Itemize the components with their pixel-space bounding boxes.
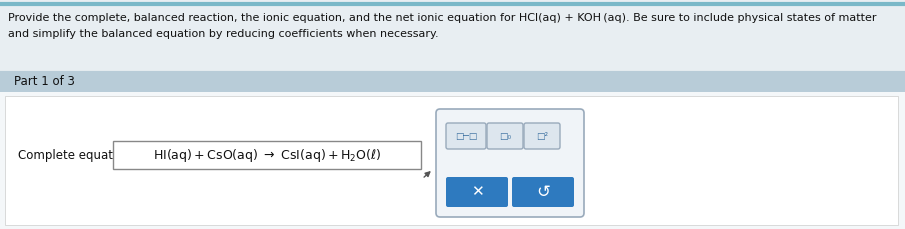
Text: Complete equation:: Complete equation: [18,148,135,161]
FancyBboxPatch shape [0,71,905,92]
FancyBboxPatch shape [0,0,905,71]
FancyBboxPatch shape [446,177,508,207]
Text: Part 1 of 3: Part 1 of 3 [14,75,75,88]
FancyBboxPatch shape [446,123,486,149]
FancyBboxPatch shape [113,141,421,169]
Text: ✕: ✕ [471,185,483,199]
Text: □₀: □₀ [499,131,511,141]
FancyBboxPatch shape [436,109,584,217]
Text: $\mathrm{HI(aq) + CsO(aq)\ \rightarrow\ CsI(aq) + H_2O(\ell)}$: $\mathrm{HI(aq) + CsO(aq)\ \rightarrow\ … [153,147,381,164]
Text: □²: □² [536,131,548,141]
Text: □─□: □─□ [455,131,477,141]
FancyBboxPatch shape [512,177,574,207]
FancyBboxPatch shape [524,123,560,149]
FancyBboxPatch shape [487,123,523,149]
Text: ↺: ↺ [536,183,550,201]
Text: and simplify the balanced equation by reducing coefficients when necessary.: and simplify the balanced equation by re… [8,29,439,39]
FancyBboxPatch shape [0,92,905,229]
Text: Provide the complete, balanced reaction, the ionic equation, and the net ionic e: Provide the complete, balanced reaction,… [8,13,877,23]
FancyBboxPatch shape [5,96,898,225]
